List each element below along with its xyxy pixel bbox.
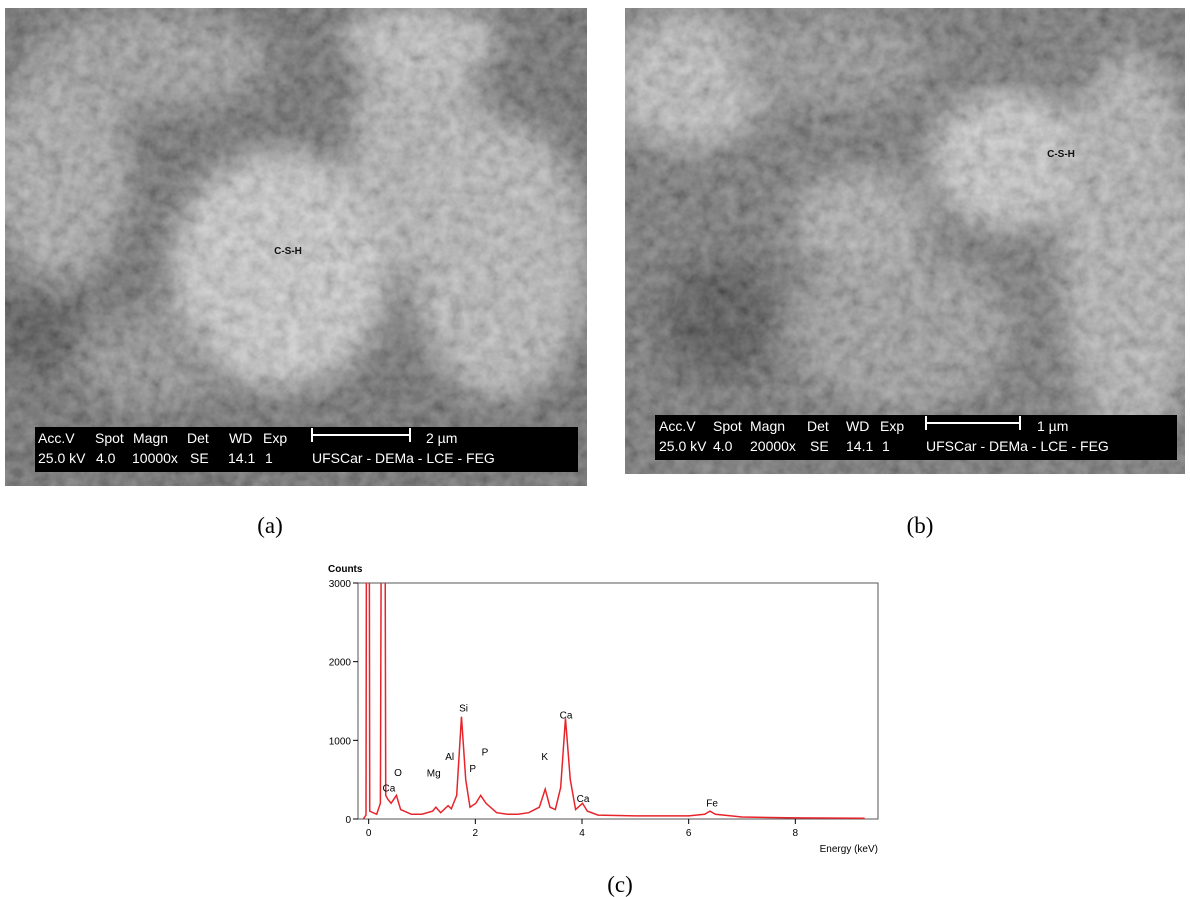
info-value: 4.0 xyxy=(713,438,733,454)
caption: (a) xyxy=(257,513,283,538)
y-tick-label: 3000 xyxy=(329,579,352,590)
info-header: Acc.V xyxy=(659,418,696,434)
peak-label: Al xyxy=(445,752,454,763)
info-header: Spot xyxy=(713,418,742,434)
x-tick-label: 2 xyxy=(473,828,479,839)
info-value: 25.0 kV xyxy=(38,450,86,466)
phase-label: C-S-H xyxy=(1047,149,1075,160)
y-tick-label: 0 xyxy=(345,815,351,826)
info-header: Acc.V xyxy=(38,430,75,446)
peak-label: Mg xyxy=(427,769,441,780)
info-value: 1 xyxy=(265,450,273,466)
phase-label: C-S-H xyxy=(274,246,302,257)
info-header: WD xyxy=(846,418,869,434)
peak-label: P xyxy=(469,764,476,775)
y-axis-label: Counts xyxy=(328,564,363,575)
info-header: Magn xyxy=(750,418,785,434)
x-tick-label: 0 xyxy=(366,828,372,839)
plot-frame xyxy=(358,583,878,819)
info-header: Exp xyxy=(263,430,287,446)
caption: (b) xyxy=(907,513,934,538)
peak-label: Ca xyxy=(577,794,590,805)
y-tick-label: 2000 xyxy=(329,658,352,669)
lab-label: UFSCar - DEMa - LCE - FEG xyxy=(926,438,1109,454)
info-header: Exp xyxy=(880,418,904,434)
peak-label: Ca xyxy=(560,710,573,721)
y-tick-label: 1000 xyxy=(329,736,352,747)
peak-label: Si xyxy=(459,703,468,714)
peak-label: P xyxy=(482,747,489,758)
scale-label: 1 µm xyxy=(1037,418,1068,434)
peak-label: Fe xyxy=(706,798,718,809)
sem-image-b xyxy=(610,8,1190,474)
info-header: Det xyxy=(807,418,829,434)
figure: C-S-H C-S-H 2 µm UFSCar - DEMa - LCE - F… xyxy=(0,0,1190,897)
info-value: 10000x xyxy=(132,450,178,466)
info-header: Magn xyxy=(133,430,168,446)
info-header: WD xyxy=(229,430,252,446)
info-value: 25.0 kV xyxy=(659,438,707,454)
info-value: 14.1 xyxy=(846,438,873,454)
caption: (c) xyxy=(607,872,633,897)
x-tick-label: 4 xyxy=(579,828,585,839)
info-value: SE xyxy=(190,450,209,466)
info-value: SE xyxy=(810,438,829,454)
info-value: 4.0 xyxy=(96,450,116,466)
peak-label: K xyxy=(541,752,548,763)
peak-label: O xyxy=(394,768,402,779)
info-value: 14.1 xyxy=(228,450,255,466)
x-tick-label: 6 xyxy=(686,828,692,839)
scale-label: 2 µm xyxy=(426,430,457,446)
info-value: 20000x xyxy=(750,438,796,454)
x-axis-label: Energy (keV) xyxy=(820,844,878,855)
x-tick-label: 8 xyxy=(793,828,799,839)
info-header: Spot xyxy=(95,430,124,446)
info-header: Det xyxy=(187,430,209,446)
lab-label: UFSCar - DEMa - LCE - FEG xyxy=(312,450,495,466)
peak-label: Ca xyxy=(383,784,396,795)
info-value: 1 xyxy=(882,438,890,454)
